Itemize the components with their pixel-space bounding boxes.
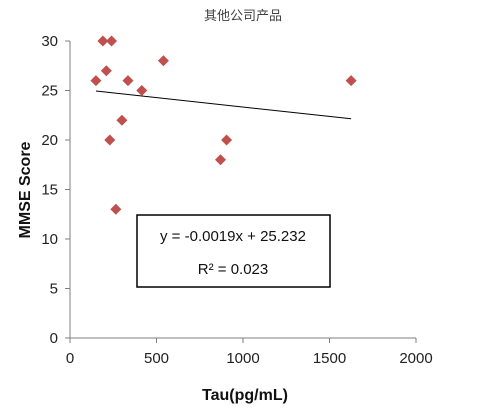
y-tick-label: 30 [41,33,58,50]
data-point [221,134,233,146]
data-point [215,154,227,166]
x-axis-label: Tau(pg/mL) [202,387,288,404]
data-point [110,203,122,215]
equation-box-border [136,214,331,288]
y-axis-ticks: 0 5 10 15 20 25 30 [41,33,70,347]
r-squared-label: R² = 0.023 [198,261,268,278]
data-points [90,35,357,215]
x-tick-label: 0 [66,350,74,367]
y-tick-label: 0 [50,330,58,347]
data-point [97,35,109,47]
data-point [90,75,102,87]
equation-box: y = -0.0019x + 25.232 R² = 0.023 [136,214,331,288]
x-tick-label: 1000 [226,350,259,367]
data-point [157,55,169,67]
data-point [104,134,116,146]
data-point [100,65,112,77]
y-tick-label: 15 [41,182,58,199]
trendline-equation: y = -0.0019x + 25.232 [160,228,306,245]
chart-title: 其他公司产品 [204,9,282,24]
x-tick-label: 500 [144,350,169,367]
y-tick-label: 20 [41,132,58,149]
data-point [136,85,148,96]
x-tick-label: 2000 [399,350,432,367]
data-point [106,35,118,47]
y-tick-label: 5 [50,281,58,298]
trendline [95,90,352,120]
data-point [122,75,134,87]
x-tick-label: 1500 [313,350,346,367]
y-axis-label: MMSE Score [17,141,34,238]
data-point [345,75,357,87]
data-point [116,114,128,126]
y-tick-label: 25 [41,83,58,100]
y-tick-label: 10 [41,231,58,248]
x-axis-ticks: 0 500 1000 1500 2000 [66,338,433,367]
